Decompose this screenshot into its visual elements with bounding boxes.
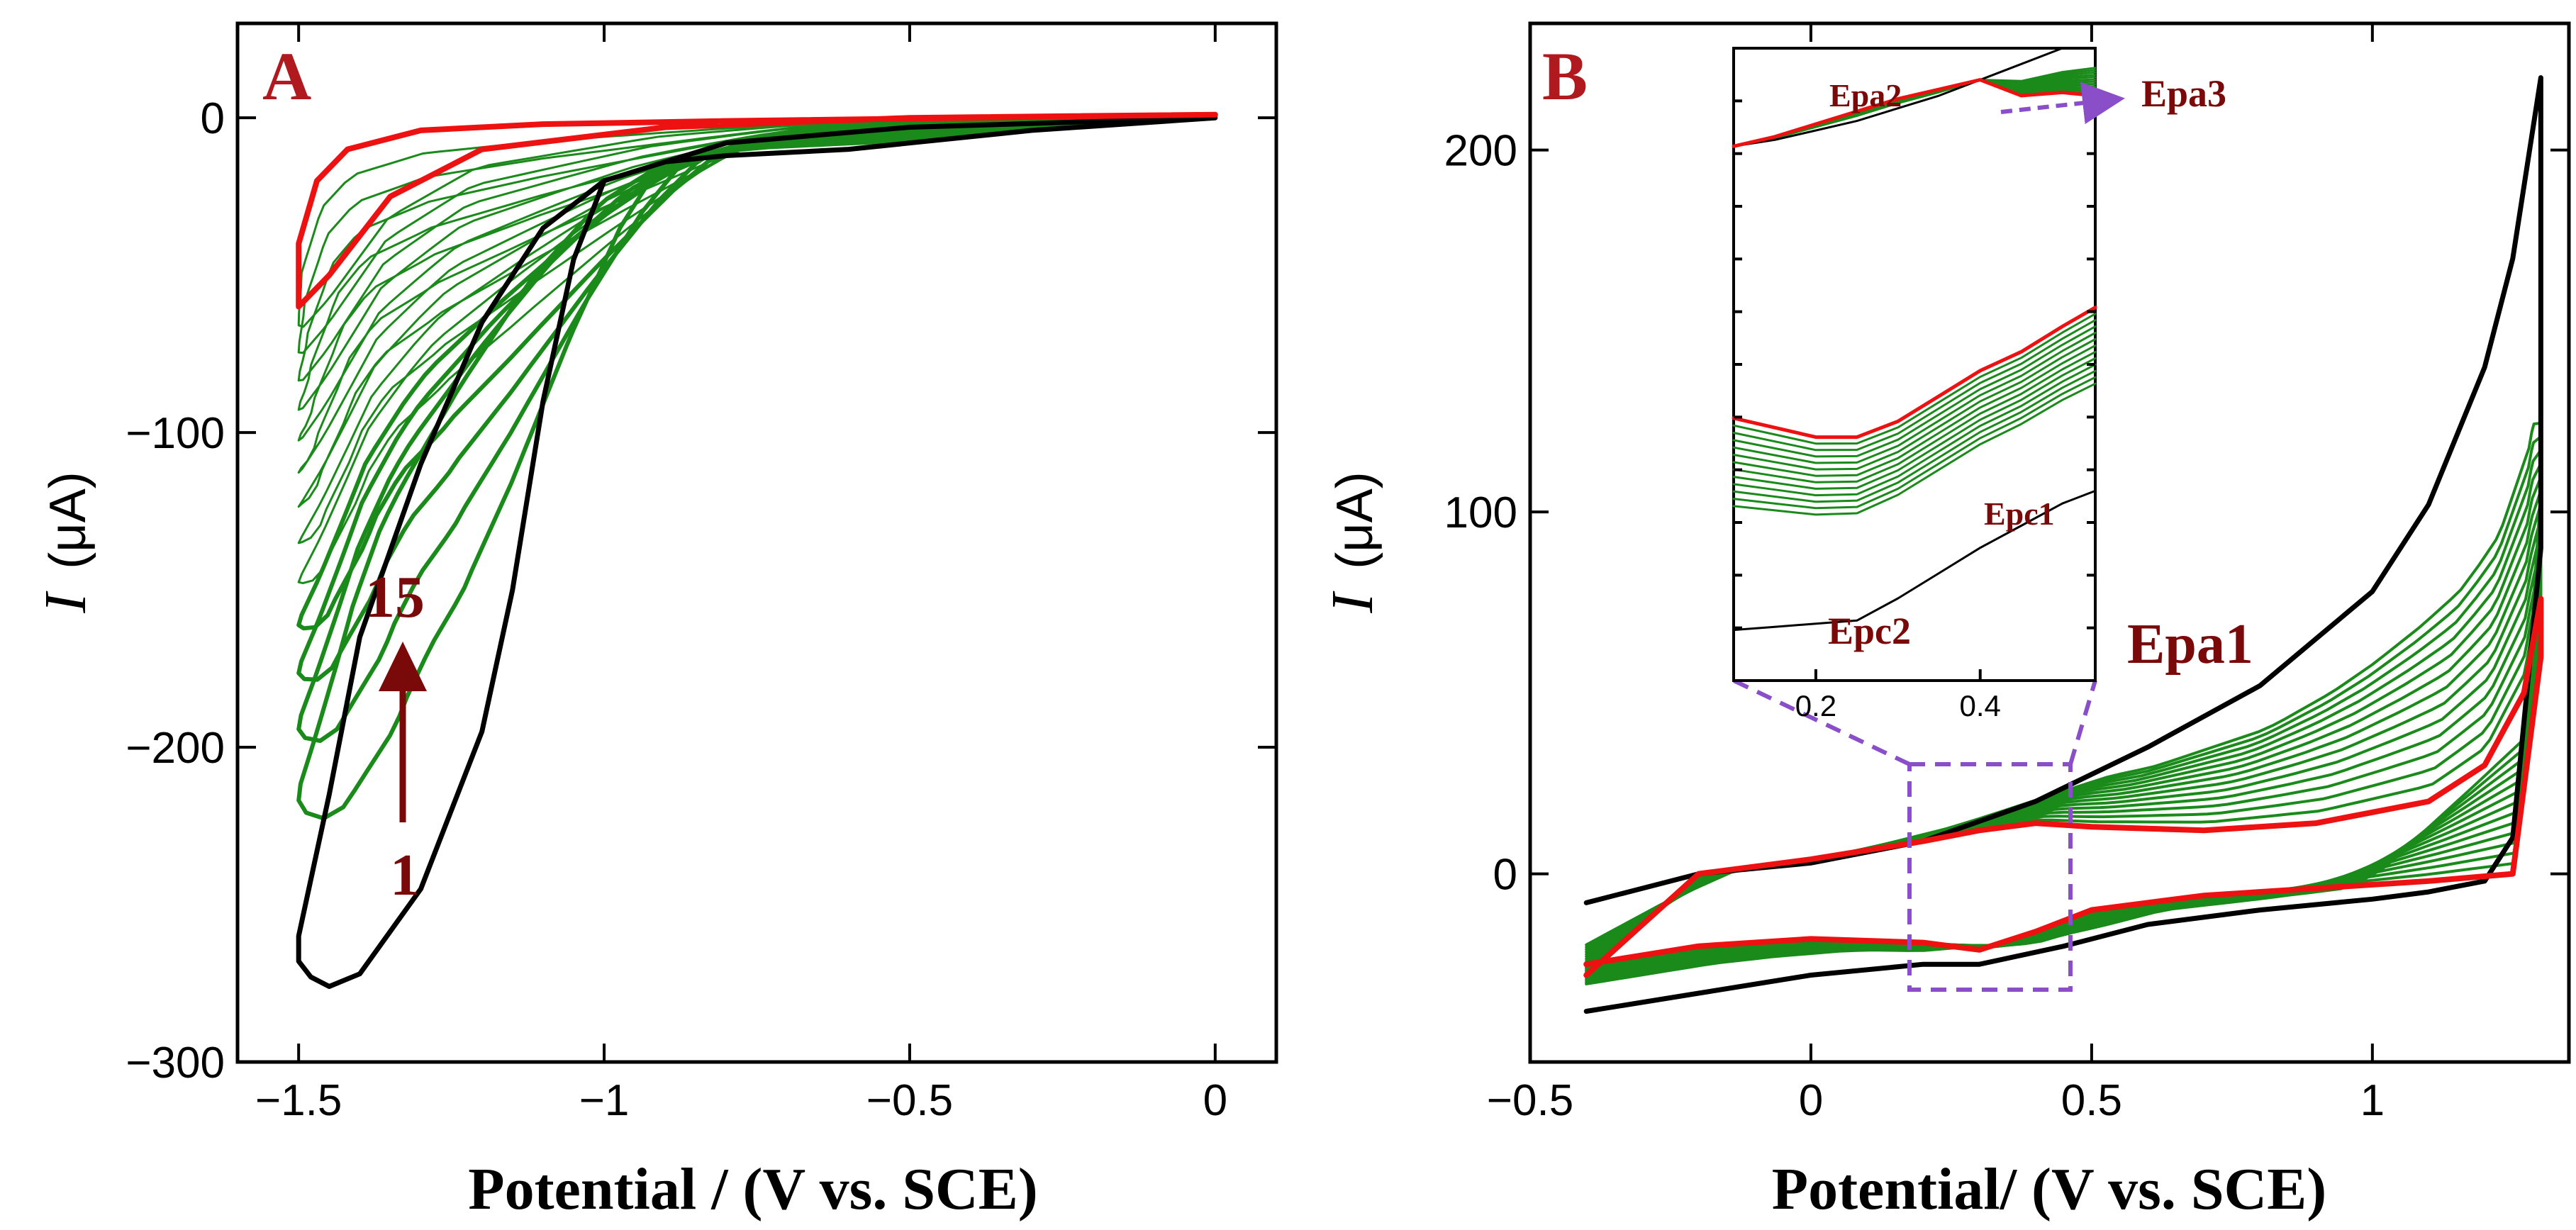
inset-green-cathodic [1732,319,2097,452]
inset-black-cathodic [1732,489,2097,632]
zoom-region-box [1907,762,2073,992]
panel-a-green-curve [296,115,1217,821]
panel-a-green-curve [297,113,1217,382]
x-tick-label: −1 [579,1076,630,1125]
panel-b-xlabel: Potential/ (V vs. SCE) [1772,1156,2326,1222]
panel-a-green-curves [296,113,1217,821]
y-tick-label: 100 [1444,488,1517,537]
inset-green-cathodic [1732,357,2097,490]
panel-a-axes: −1.5 −1 −0.5 0 0 −100 −200 −300 [126,23,1276,1125]
inset-green-cathodic [1732,313,2097,445]
panel-a-green-curve [297,114,1217,474]
y-tick-label: −300 [126,1039,225,1088]
label-epc2: Epc2 [1828,610,1911,652]
y-tick-label: 200 [1444,127,1517,176]
zoom-connector-right [2068,680,2097,765]
panel-a-frame [235,21,1278,1064]
inset-green-cathodic [1732,338,2097,471]
inset-green-cathodic [1732,332,2097,464]
y-tick-label: −100 [126,409,225,458]
inset-green-cathodic [1732,382,2097,516]
inset-green-cathodic [1732,325,2097,458]
panel-a-xlabel: Potential / (V vs. SCE) [468,1156,1037,1222]
panel-b: B −0.5 0 0.5 1 0 100 200 0.2 0.4 Epa2 Epc1 Epc2… [1320,21,2571,1222]
zoom-connector-left [1732,678,1911,766]
y-tick-label: 0 [1493,851,1517,900]
label-cycle-15: 15 [365,564,425,630]
label-epa3: Epa3 [2141,72,2226,115]
inset: 0.2 0.4 Epa2 Epc1 Epc2 [1732,47,2125,722]
y-tick-label: 0 [201,94,225,143]
panel-a-green-curve [297,113,1217,354]
cycle-arrow [379,642,427,822]
label-epc1: Epc1 [1984,496,2055,532]
panel-b-axes: −0.5 0 0.5 1 0 100 200 [1444,23,2569,1125]
y-tick-label: −200 [126,724,225,773]
x-tick-label: −1.5 [255,1076,342,1125]
x-tick-label: 1 [2360,1076,2385,1125]
inset-black-anodic [1732,47,2097,147]
inset-green-cathodic [1732,350,2097,483]
panel-b-frame [1528,21,2571,1064]
x-tick-label: −0.5 [866,1076,953,1125]
panel-a-cycle-1-curve [296,115,1218,989]
inset-green-cathodic [1732,363,2097,497]
x-tick-label: 0 [1203,1076,1227,1125]
panel-a-ylabel: I (μA) [33,471,99,613]
inset-red-anodic [1732,78,2097,148]
inset-green-cathodic [1732,376,2097,510]
x-tick-label: −0.5 [1487,1076,1573,1125]
x-tick-label: 0.5 [2061,1076,2122,1125]
inset-green-cathodic [1732,369,2097,503]
inset-curves [1732,47,2097,632]
panel-a-cycle-15-curve [296,111,1218,310]
inset-x-tick-label: 0.4 [1960,689,2001,722]
inset-red-cathodic [1732,306,2097,440]
inset-green-cathodic [1732,344,2097,477]
label-epa1: Epa1 [2127,613,2253,676]
panel-b-cycle-15-curve [1583,596,2544,978]
panel-a: A −1.5 −1 −0.5 0 0 −100 −200 −300 15 1 Potentia… [33,21,1278,1222]
panel-b-cycle-1-curve [1583,75,2543,1014]
panel-a-green-curve [297,114,1217,544]
label-epa2: Epa2 [1829,77,1902,113]
panel-b-ylabel: I (μA) [1320,471,1385,613]
epa3-arrow [2000,82,2125,125]
x-tick-label: 0 [1799,1076,1823,1125]
label-cycle-1: 1 [390,842,420,908]
inset-x-tick-label: 0.2 [1795,689,1836,722]
panel-a-green-curve [297,115,1217,585]
panel-a-letter: A [262,38,311,114]
panel-b-letter: B [1542,38,1588,114]
panel-a-green-curve [297,114,1217,411]
inset-frame [1732,47,2097,682]
